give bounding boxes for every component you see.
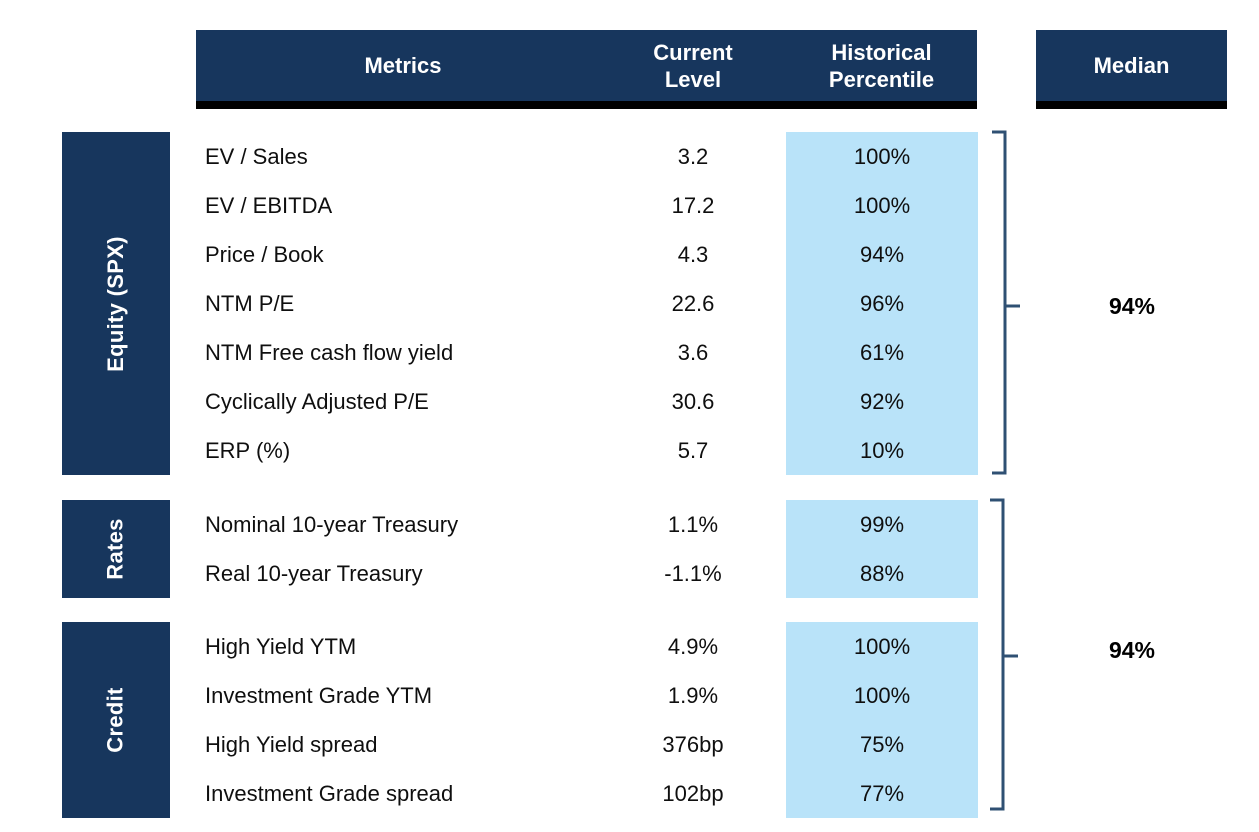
- current-level-value: 1.1%: [667, 512, 719, 537]
- percentile-value: 100%: [853, 634, 911, 659]
- metric-name: High Yield spread: [205, 731, 378, 757]
- table-row: EV / EBITDA 17.2 100%: [0, 181, 1259, 230]
- section-rates: Rates Nominal 10-year Treasury 1.1% 99% …: [0, 500, 1259, 598]
- table-header: Metrics Current Level Historical Percent…: [196, 30, 977, 109]
- table-row: EV / Sales 3.2 100%: [0, 132, 1259, 181]
- rows-credit: High Yield YTM 4.9% 100% Investment Grad…: [0, 622, 1259, 818]
- metric-name: Investment Grade spread: [205, 780, 454, 806]
- table-row: Nominal 10-year Treasury 1.1% 99%: [0, 500, 1259, 549]
- table-row: Investment Grade YTM 1.9% 100%: [0, 671, 1259, 720]
- current-level-value: 102bp: [662, 781, 724, 806]
- category-box-equity: Equity (SPX): [62, 132, 170, 475]
- current-level-value: 4.3: [677, 242, 709, 267]
- percentile-highlight-rates: [786, 500, 978, 598]
- current-level-value: 376bp: [662, 732, 724, 757]
- current-level-column-header: Current Level: [610, 30, 776, 101]
- current-level-header-line1: Current: [653, 39, 733, 65]
- percentile-value: 61%: [859, 340, 905, 365]
- rows-rates: Nominal 10-year Treasury 1.1% 99% Real 1…: [0, 500, 1259, 598]
- table-row: Real 10-year Treasury -1.1% 88%: [0, 549, 1259, 598]
- percentile-value: 94%: [859, 242, 905, 267]
- percentile-value: 77%: [859, 781, 905, 806]
- current-level-header-line2: Level: [664, 66, 722, 92]
- table-row: Investment Grade spread 102bp 77%: [0, 769, 1259, 818]
- table-row: NTM Free cash flow yield 3.6 61%: [0, 328, 1259, 377]
- current-level-value: -1.1%: [664, 561, 722, 586]
- metric-name: Price / Book: [205, 241, 324, 267]
- percentile-value: 10%: [859, 438, 905, 463]
- current-level-value: 1.9%: [667, 683, 719, 708]
- table-row: Cyclically Adjusted P/E 30.6 92%: [0, 377, 1259, 426]
- metrics-column-header: Metrics: [196, 30, 610, 101]
- section-credit: Credit High Yield YTM 4.9% 100% Investme…: [0, 622, 1259, 818]
- rows-equity: EV / Sales 3.2 100% EV / EBITDA 17.2 100…: [0, 132, 1259, 475]
- metrics-header-label: Metrics: [364, 53, 442, 78]
- table-row: High Yield YTM 4.9% 100%: [0, 622, 1259, 671]
- median-value-equity: 94%: [1108, 293, 1156, 319]
- percentile-value: 100%: [853, 144, 911, 169]
- historical-percentile-header-line1: Historical: [831, 39, 932, 65]
- percentile-value: 96%: [859, 291, 905, 316]
- metric-name: EV / EBITDA: [205, 192, 333, 218]
- historical-percentile-column-header: Historical Percentile: [786, 30, 977, 101]
- metric-name: EV / Sales: [205, 143, 308, 169]
- metric-name: Nominal 10-year Treasury: [205, 511, 459, 537]
- table-row: High Yield spread 376bp 75%: [0, 720, 1259, 769]
- metric-name: NTM P/E: [205, 290, 295, 316]
- percentile-highlight-equity: [786, 132, 978, 475]
- metric-name: ERP (%): [205, 437, 291, 463]
- percentile-value: 75%: [859, 732, 905, 757]
- current-level-value: 3.6: [677, 340, 709, 365]
- current-level-value: 22.6: [671, 291, 715, 316]
- median-value-rates-credit: 94%: [1108, 637, 1156, 663]
- section-equity: Equity (SPX) EV / Sales 3.2 100% EV / EB…: [0, 132, 1259, 475]
- table-row: ERP (%) 5.7 10%: [0, 426, 1259, 475]
- percentile-value: 100%: [853, 683, 911, 708]
- category-box-rates: Rates: [62, 500, 170, 598]
- current-level-value: 17.2: [671, 193, 715, 218]
- median-header-label: Median: [1093, 52, 1170, 78]
- current-level-value: 5.7: [677, 438, 709, 463]
- current-level-value: 4.9%: [667, 634, 719, 659]
- percentile-value: 88%: [859, 561, 905, 586]
- current-level-value: 30.6: [671, 389, 715, 414]
- metric-name: High Yield YTM: [205, 633, 357, 659]
- metric-name: NTM Free cash flow yield: [205, 339, 454, 365]
- median-column-header: Median: [1036, 30, 1227, 109]
- metric-name: Cyclically Adjusted P/E: [205, 388, 429, 414]
- metric-name: Real 10-year Treasury: [205, 560, 423, 586]
- percentile-value: 99%: [859, 512, 905, 537]
- percentile-highlight-credit: [786, 622, 978, 818]
- current-level-value: 3.2: [677, 144, 709, 169]
- historical-percentile-header-line2: Percentile: [828, 66, 935, 92]
- metric-name: Investment Grade YTM: [205, 682, 433, 708]
- table-row: Price / Book 4.3 94%: [0, 230, 1259, 279]
- table-row: NTM P/E 22.6 96%: [0, 279, 1259, 328]
- percentile-value: 92%: [859, 389, 905, 414]
- category-box-credit: Credit: [62, 622, 170, 818]
- percentile-value: 100%: [853, 193, 911, 218]
